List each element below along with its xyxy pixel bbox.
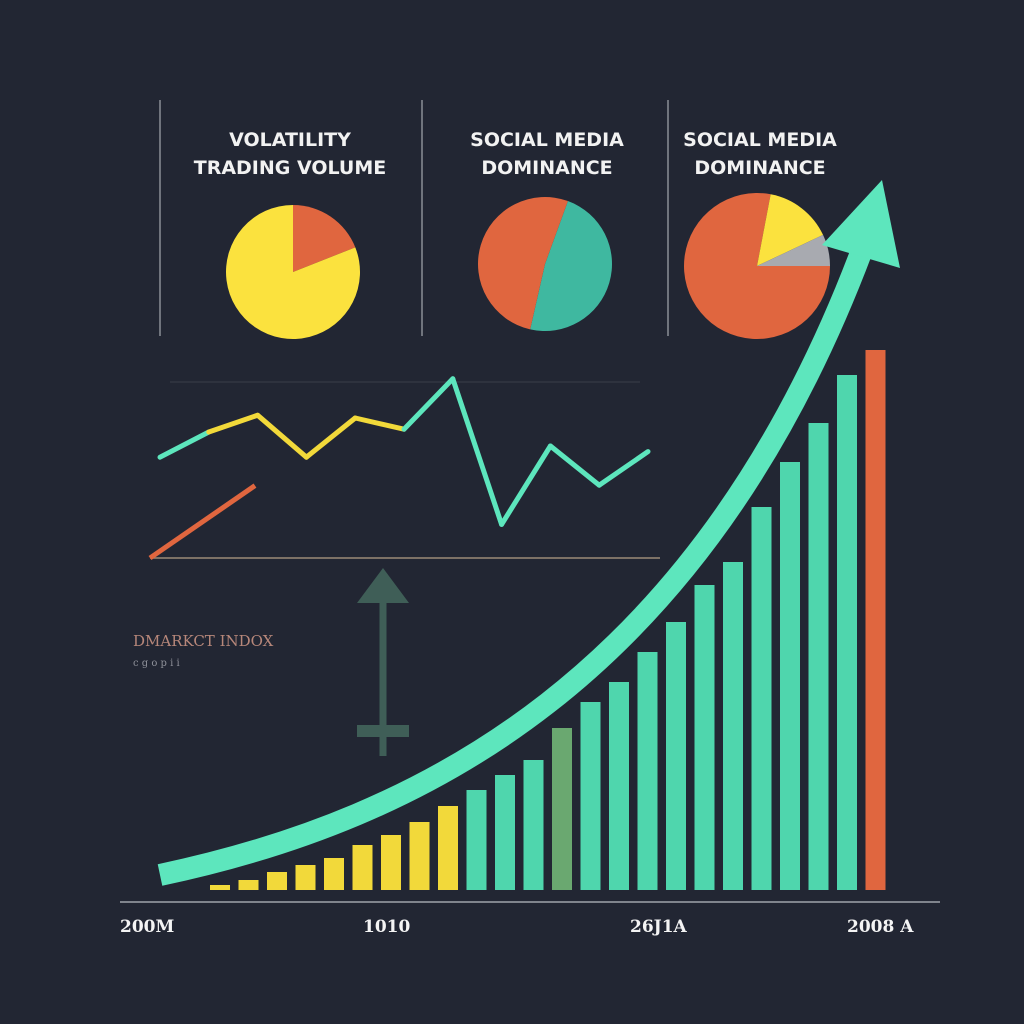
x-tick-label: 1010 — [363, 917, 410, 937]
bar — [552, 728, 572, 890]
line-segment — [206, 412, 261, 435]
pie-slice — [757, 194, 824, 266]
bar — [238, 880, 259, 890]
x-tick-label: 200M — [120, 917, 174, 937]
market-index-label: DMARKCT INDOX — [133, 632, 274, 650]
line-segment — [255, 412, 309, 460]
pie-slice — [225, 205, 360, 339]
bar — [409, 822, 430, 890]
bar — [666, 622, 686, 890]
line-segment — [157, 429, 212, 460]
bar — [580, 702, 601, 890]
bar — [808, 423, 829, 890]
bar — [523, 760, 544, 890]
line-segment — [450, 376, 505, 527]
bar — [780, 462, 800, 890]
pie-slice — [293, 205, 356, 272]
panel-title: SOCIAL MEDIA — [683, 129, 837, 151]
line-segment — [499, 443, 553, 527]
panel-title: DOMINANCE — [481, 157, 612, 179]
panel-title: TRADING VOLUME — [194, 157, 387, 179]
bar — [438, 806, 458, 890]
up-arrow-icon — [357, 568, 409, 756]
line-segment — [547, 443, 602, 488]
bar — [295, 865, 316, 890]
panel-title: VOLATILITY — [229, 129, 351, 151]
bar — [637, 652, 658, 890]
bar — [837, 375, 857, 890]
growth-arrow-head — [822, 180, 900, 268]
bar — [466, 790, 487, 890]
x-tick-label: 2008 A — [847, 917, 914, 937]
panel-title: SOCIAL MEDIA — [470, 129, 624, 151]
bar — [210, 885, 230, 890]
bar — [267, 872, 287, 890]
bar — [495, 775, 515, 890]
pie-slice — [478, 197, 568, 330]
line-segment — [596, 449, 651, 488]
bar — [352, 845, 373, 890]
x-tick-label: 26J1A — [630, 917, 688, 937]
bar — [723, 562, 743, 890]
line-segment — [303, 415, 358, 460]
pie-slice — [530, 201, 613, 332]
red-line-segment — [148, 483, 257, 561]
bar — [751, 507, 772, 890]
bar — [694, 585, 715, 890]
bar — [324, 858, 344, 890]
line-segment — [352, 415, 407, 432]
panel-title: DOMINANCE — [694, 157, 825, 179]
bar — [865, 350, 886, 890]
growth-arrow-curve — [157, 246, 873, 886]
market-index-sublabel: c g o p i i — [133, 658, 180, 669]
pie-slice — [757, 234, 830, 266]
bar — [609, 682, 629, 890]
line-segment — [401, 376, 456, 432]
bar — [381, 835, 401, 890]
